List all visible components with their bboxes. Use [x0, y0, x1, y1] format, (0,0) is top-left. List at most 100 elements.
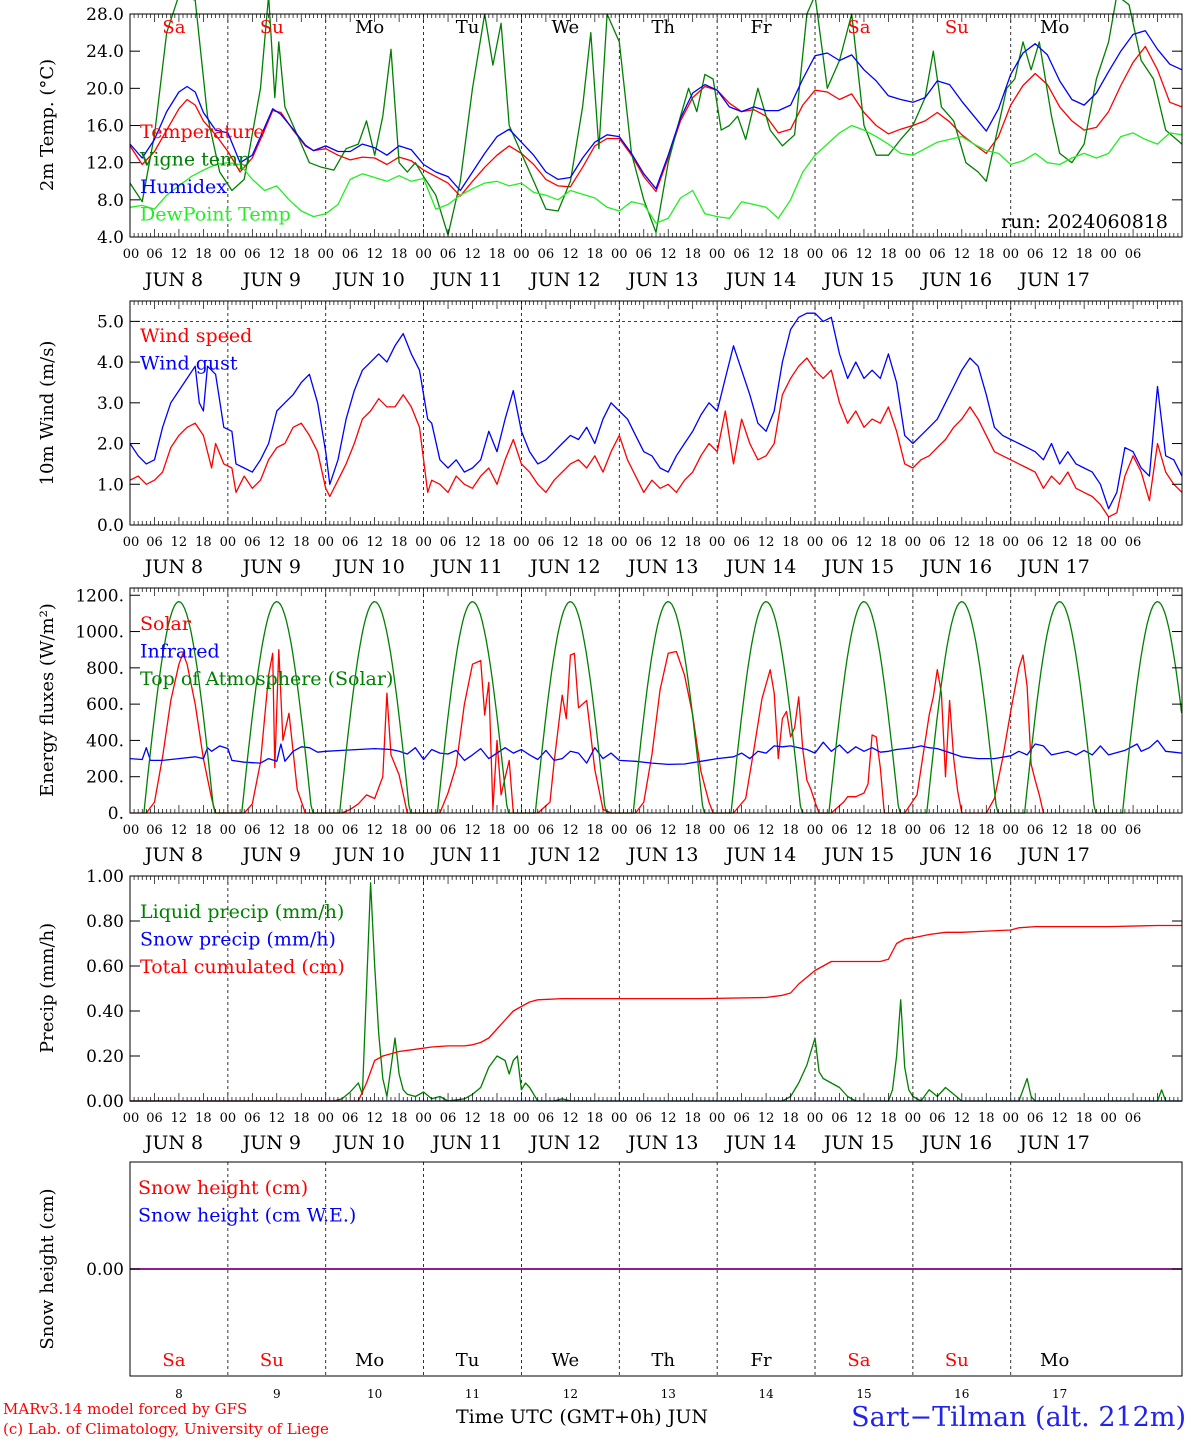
- hour-label: 06: [1125, 1111, 1142, 1126]
- y-tick-label: 4.0: [97, 228, 124, 248]
- hour-label: 12: [660, 247, 677, 262]
- y-axis-title: Snow height (cm): [37, 1188, 58, 1349]
- y-tick-label: 2.0: [97, 435, 124, 455]
- y-tick-label: 0.40: [86, 1002, 124, 1022]
- weekday-label: Th: [651, 17, 675, 38]
- hour-label: 12: [856, 1111, 873, 1126]
- hour-label: 12: [660, 823, 677, 838]
- hour-label: 06: [1125, 247, 1142, 262]
- hour-label: 00: [513, 247, 530, 262]
- hour-label: 00: [123, 535, 140, 550]
- weekday-label: Su: [945, 1350, 969, 1371]
- y-tick-label: 200.: [86, 768, 124, 788]
- y-tick-label: 5.0: [97, 312, 124, 332]
- y-tick-label: 24.0: [86, 42, 124, 62]
- weekday-label: Su: [260, 1350, 284, 1371]
- hour-label: 06: [929, 823, 946, 838]
- hour-label: 18: [587, 823, 604, 838]
- hour-label: 00: [807, 1111, 824, 1126]
- hour-label: 00: [807, 823, 824, 838]
- hour-label: 06: [244, 823, 261, 838]
- series-humidex-line: [129, 30, 1183, 192]
- hour-label: 12: [856, 247, 873, 262]
- date-label: JUN 16: [920, 844, 992, 866]
- date-label: JUN 15: [822, 269, 894, 291]
- hour-label: 06: [1125, 823, 1142, 838]
- series-total-cumulated-cm-line: [130, 924, 1182, 1102]
- hour-label: 00: [317, 823, 334, 838]
- hour-label: 12: [562, 535, 579, 550]
- hour-label: 00: [1002, 535, 1019, 550]
- hour-label: 06: [733, 823, 750, 838]
- y-tick-label: 400.: [86, 731, 124, 751]
- date-label: JUN 9: [241, 269, 301, 291]
- hour-label: 06: [538, 1111, 555, 1126]
- date-label: JUN 14: [724, 556, 796, 578]
- hour-label: 18: [293, 535, 310, 550]
- hour-label: 18: [391, 1111, 408, 1126]
- hour-label: 00: [415, 823, 432, 838]
- date-label: JUN 16: [920, 1132, 992, 1154]
- weekday-label: Mo: [1040, 1350, 1069, 1371]
- x-axis-title: Time UTC (GMT+0h) JUN: [456, 1406, 708, 1428]
- hour-label: 18: [195, 1111, 212, 1126]
- hour-label: 06: [342, 247, 359, 262]
- hour-label: 18: [978, 535, 995, 550]
- hour-label: 12: [758, 247, 775, 262]
- legend-entry: Snow height (cm): [138, 1177, 308, 1199]
- legend-entry: Infrared: [140, 641, 220, 663]
- legend-entry: DewPoint Temp: [140, 204, 291, 226]
- hour-label: 06: [929, 535, 946, 550]
- date-label: JUN 14: [724, 269, 796, 291]
- hour-label: 06: [929, 1111, 946, 1126]
- date-label: JUN 12: [528, 844, 600, 866]
- date-label: JUN 14: [724, 1132, 796, 1154]
- date-label: JUN 11: [430, 269, 502, 291]
- hour-label: 12: [954, 535, 971, 550]
- hour-label: 18: [489, 823, 506, 838]
- hour-label: 18: [684, 535, 701, 550]
- series-wind-gust-line: [129, 312, 1183, 510]
- hour-label: 18: [978, 823, 995, 838]
- date-number: 16: [954, 1387, 969, 1401]
- weekday-label: Mo: [355, 17, 384, 38]
- date-label: JUN 13: [626, 1132, 698, 1154]
- hour-label: 06: [244, 1111, 261, 1126]
- hour-label: 06: [733, 247, 750, 262]
- hour-label: 12: [954, 247, 971, 262]
- y-tick-label: 3.0: [97, 394, 124, 414]
- hour-label: 00: [415, 535, 432, 550]
- series-temperature-line: [129, 45, 1183, 197]
- hour-label: 18: [195, 247, 212, 262]
- y-tick-label: 12.0: [86, 154, 124, 174]
- date-label: JUN 8: [143, 844, 203, 866]
- date-label: JUN 10: [332, 1132, 404, 1154]
- hour-label: 06: [440, 823, 457, 838]
- date-label: JUN 13: [626, 844, 698, 866]
- hour-label: 00: [1100, 823, 1117, 838]
- date-label: JUN 11: [430, 556, 502, 578]
- date-label: JUN 9: [241, 1132, 301, 1154]
- hour-label: 00: [123, 823, 140, 838]
- weekday-label: Fr: [751, 1350, 772, 1371]
- hour-label: 00: [415, 1111, 432, 1126]
- date-label: JUN 8: [143, 556, 203, 578]
- hour-label: 18: [1076, 823, 1093, 838]
- date-number: 11: [465, 1387, 480, 1401]
- weekday-label: Sa: [162, 1350, 185, 1371]
- hour-label: 06: [342, 535, 359, 550]
- hour-label: 06: [635, 1111, 652, 1126]
- weekday-label: We: [552, 17, 580, 38]
- hour-label: 00: [220, 823, 237, 838]
- weekday-label: Th: [651, 1350, 675, 1371]
- y-tick-label: 1.0: [97, 475, 124, 495]
- hour-label: 00: [1002, 1111, 1019, 1126]
- hour-label: 18: [782, 823, 799, 838]
- hour-label: 06: [146, 247, 163, 262]
- hour-label: 18: [293, 247, 310, 262]
- hour-label: 00: [905, 247, 922, 262]
- hour-label: 00: [709, 823, 726, 838]
- y-tick-label: 8.0: [97, 191, 124, 211]
- y-tick-label: 0.20: [86, 1047, 124, 1067]
- hour-label: 06: [733, 535, 750, 550]
